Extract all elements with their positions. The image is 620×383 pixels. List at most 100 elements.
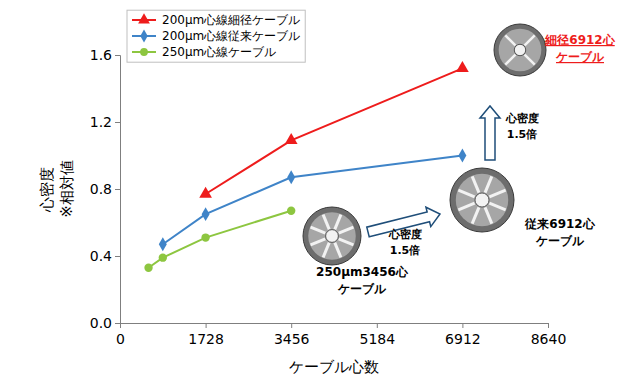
legend-label: 250μm心線ケーブル <box>162 45 276 59</box>
cable-rib <box>485 176 492 192</box>
annotation: 250μm3456心 <box>316 265 409 279</box>
cable-rib <box>339 239 354 245</box>
y-tick: 1.6 <box>90 47 120 63</box>
annotation: 従来6912心 <box>524 217 595 231</box>
series-line <box>149 211 292 268</box>
legend-marker <box>138 13 150 23</box>
series-marker <box>201 233 209 241</box>
cable-rib <box>505 55 515 65</box>
x-axis-line <box>121 324 549 329</box>
series-marker <box>159 253 167 261</box>
x-tick-label: 1728 <box>188 331 224 347</box>
annotation: 心密度 <box>388 228 422 241</box>
y-tick-mark <box>115 323 120 324</box>
annotation: ケーブル <box>337 282 387 296</box>
cable-rib <box>323 215 329 230</box>
cable-icon <box>494 24 546 76</box>
legend-marker <box>140 30 147 43</box>
x-tick-mark <box>548 323 549 328</box>
legend-label: 200μm心線従来ケーブル <box>162 29 300 43</box>
annotation: 細径6912心 <box>544 33 615 47</box>
chart: 0 1728 3456 5184 6912 8640 0.0 0.4 0.8 1.2 1.6 ケーブル… <box>0 0 620 383</box>
series-marker <box>287 170 295 184</box>
x-tick: 1728 <box>188 323 224 347</box>
cable-rib <box>311 239 326 245</box>
x-tick-mark <box>462 323 463 328</box>
y-tick-label: 0.0 <box>90 315 112 331</box>
y-axis-title: ※相対値 <box>58 160 76 218</box>
cable-rib <box>335 215 341 230</box>
y-axis: 0.0 0.4 0.8 1.2 1.6 <box>90 47 121 331</box>
annotation: 1.5倍 <box>390 244 421 257</box>
y-tick-mark <box>115 122 120 123</box>
y-tick: 0.0 <box>90 315 120 331</box>
cable-rib <box>489 203 505 210</box>
x-tick-label: 5184 <box>359 331 395 347</box>
x-tick-mark <box>206 323 207 328</box>
series-marker <box>456 61 469 72</box>
cable-rib <box>472 207 479 223</box>
cable-rib <box>311 227 326 233</box>
series-marker <box>202 207 210 221</box>
series-line <box>206 68 463 194</box>
legend: 200μm心線細径ケーブル 200μm心線従来ケーブル 250μm心線ケーブル <box>127 10 305 62</box>
annotation: ケーブル <box>555 50 605 64</box>
y-tick-mark <box>115 256 120 257</box>
legend-marker <box>140 48 148 56</box>
cable-rib <box>323 243 329 258</box>
x-tick-label: 8640 <box>531 331 567 347</box>
y-tick-mark <box>115 55 120 56</box>
x-tick-label: 6912 <box>445 331 481 347</box>
annotation: 心密度 <box>505 112 539 125</box>
cable-core <box>499 29 542 72</box>
y-tick-mark <box>115 189 120 190</box>
x-axis: 0 1728 3456 5184 6912 8640 <box>116 323 566 347</box>
cable-rib <box>458 190 474 197</box>
plot-marks <box>144 61 468 272</box>
x-tick: 0 <box>116 323 125 347</box>
legend-box <box>127 10 305 62</box>
cable-icon <box>450 168 514 232</box>
cable-sheath <box>450 168 514 232</box>
cable-center <box>514 44 525 55</box>
series-marker <box>458 149 466 163</box>
cable-rib <box>472 176 479 192</box>
x-tick: 5184 <box>359 323 395 347</box>
cable-rib <box>525 55 535 65</box>
x-tick: 6912 <box>445 323 481 347</box>
series-marker <box>287 207 295 215</box>
cable-sheath <box>303 207 361 265</box>
cable-rib <box>339 227 354 233</box>
y-tick-label: 0.4 <box>90 248 112 264</box>
cable-icon <box>303 207 361 265</box>
cable-rib <box>485 207 492 223</box>
y-tick: 1.2 <box>90 114 120 130</box>
series-marker <box>199 187 212 198</box>
y-tick-label: 1.6 <box>90 47 112 63</box>
cable-rib <box>335 243 341 258</box>
arrow <box>480 106 500 160</box>
cable-center <box>475 193 489 207</box>
cable-center <box>326 230 339 243</box>
y-axis-title: 心密度 <box>38 167 56 213</box>
x-tick: 8640 <box>531 323 567 347</box>
cable-rib <box>525 35 535 45</box>
y-tick-label: 1.2 <box>90 114 112 130</box>
y-axis-line <box>115 56 121 324</box>
cable-rib <box>505 35 515 45</box>
cable-sheath <box>494 24 546 76</box>
series-marker <box>285 133 298 144</box>
cable-rib <box>458 203 474 210</box>
annotation: 1.5倍 <box>507 128 538 141</box>
series-marker <box>144 264 152 272</box>
x-axis-title: ケーブル心数 <box>289 358 379 376</box>
series-marker <box>159 237 167 251</box>
annotation: ケーブル <box>535 234 585 248</box>
x-tick-label: 0 <box>116 331 125 347</box>
legend-label: 200μm心線細径ケーブル <box>162 13 300 27</box>
y-tick: 0.8 <box>90 181 120 197</box>
y-tick: 0.4 <box>90 248 120 264</box>
x-tick-label: 3456 <box>274 331 310 347</box>
y-tick-label: 0.8 <box>90 181 112 197</box>
cable-core <box>308 212 356 260</box>
